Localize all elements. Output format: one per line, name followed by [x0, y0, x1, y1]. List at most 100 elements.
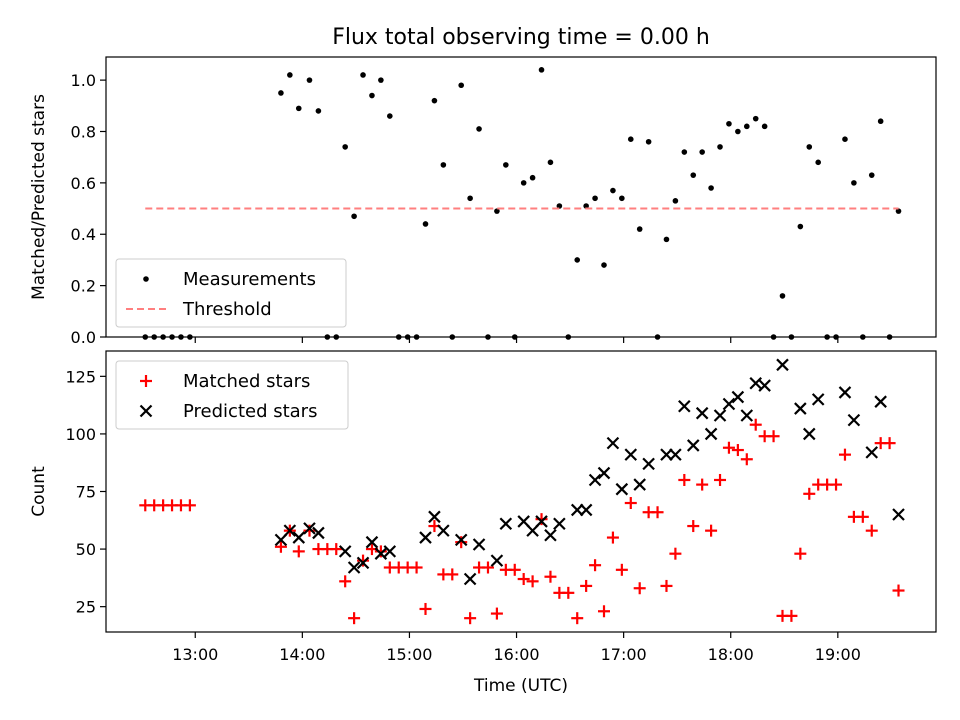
x-tick-label: 17:00 [601, 645, 647, 664]
predicted-star-point [383, 545, 397, 558]
matched-star-point [571, 612, 584, 625]
legend-matched-swatch [140, 375, 152, 387]
y-axis-label: Count [29, 466, 49, 517]
x-tick-label: 13:00 [172, 645, 218, 664]
measurement-point [306, 77, 313, 83]
measurement-point [458, 82, 465, 89]
matched-star-point [606, 531, 619, 544]
predicted-star-point [588, 473, 602, 487]
matched-star-point [303, 524, 316, 537]
y-tick-label: 0.4 [71, 225, 96, 244]
y-tick-label: 0.2 [71, 277, 96, 296]
measurement-point [574, 257, 581, 263]
matched-star-point [526, 575, 539, 588]
measurement-point [369, 92, 375, 99]
measurement-point [422, 221, 429, 227]
predicted-star-point [312, 526, 325, 540]
predicted-star-point [419, 531, 432, 544]
predicted-star-point [428, 510, 441, 524]
x-tick-label: 19:00 [815, 645, 861, 664]
measurement-point [342, 144, 348, 150]
legend-label: Predicted stars [183, 401, 317, 422]
matched-star-point [481, 561, 494, 574]
matched-star-point [598, 605, 610, 618]
predicted-star-point [794, 402, 807, 415]
predicted-star-point [695, 406, 709, 420]
predicted-star-point [642, 457, 655, 471]
measurement-point [851, 180, 857, 186]
measurement-point [761, 123, 768, 130]
matched-star-point [669, 547, 682, 560]
x-tick-label: 16:00 [493, 645, 539, 664]
matched-star-point [580, 579, 593, 592]
matched-star-point [535, 513, 548, 526]
measurement-point [529, 174, 536, 181]
predicted-star-point [758, 379, 771, 392]
predicted-star-point [624, 448, 638, 461]
predicted-star-point [838, 386, 852, 399]
measurement-point [815, 159, 821, 166]
axes-frame [105, 56, 937, 338]
matched-star-point [508, 563, 521, 576]
measurement-point [378, 77, 384, 83]
predicted-star-point [776, 358, 789, 372]
matched-star-point [892, 584, 905, 597]
predicted-star-point [490, 554, 504, 567]
measurement-point [610, 187, 616, 194]
measurement-point [895, 208, 902, 214]
measurement-point [538, 67, 545, 73]
matched-star-point [624, 497, 637, 510]
measurement-point [278, 90, 284, 96]
matched-star-point [490, 607, 503, 620]
measurement-point [842, 136, 848, 143]
predicted-star-point [686, 439, 700, 452]
matched-star-point [410, 561, 423, 574]
measurement-point [743, 123, 750, 130]
matched-star-point [455, 536, 468, 549]
legend-measurement-swatch [143, 276, 149, 282]
predicted-star-point [597, 466, 611, 480]
matched-star-point [633, 582, 646, 595]
legend-label: Measurements [183, 269, 316, 290]
series-matched-stars [139, 418, 905, 625]
y-tick-label: 0.6 [71, 174, 96, 193]
y-tick-label: 50 [76, 540, 96, 559]
matched-star-point [330, 543, 343, 556]
predicted-star-point [802, 427, 816, 441]
measurement-point [752, 115, 759, 122]
predicted-star-point [847, 413, 861, 427]
measurement-point [592, 195, 598, 202]
flux-ratio-panel: 0.0 0.2 0.4 0.6 0.8 1.0 Flux total observing t… [29, 25, 937, 347]
measurement-point [431, 97, 438, 104]
legend: Matched stars Predicted stars [115, 360, 349, 430]
predicted-star-point [865, 446, 879, 459]
matched-star-point [374, 545, 387, 558]
y-tick-label: 0.8 [71, 122, 96, 141]
matched-star-point [348, 612, 361, 625]
y-tick-label: 75 [76, 483, 96, 502]
predicted-star-point [615, 482, 629, 496]
measurement-point [440, 162, 447, 168]
matched-star-point [883, 437, 896, 450]
measurement-point [315, 108, 322, 114]
predicted-star-point [749, 376, 762, 390]
y-tick-label: 0.0 [71, 328, 96, 347]
matched-star-point [749, 418, 762, 431]
matched-star-point [794, 547, 807, 560]
matched-star-point [339, 575, 352, 588]
matched-star-point [830, 478, 843, 491]
measurement-point [547, 159, 554, 166]
matched-star-point [419, 602, 432, 615]
measurement-point [645, 138, 652, 145]
matched-star-point [803, 487, 816, 500]
measurement-point [601, 262, 607, 268]
predicted-star-point [713, 409, 727, 422]
legend-box [115, 360, 349, 430]
matched-star-point [722, 441, 735, 454]
predicted-star-point [454, 533, 468, 547]
x-axis-label: Time (UTC) [473, 676, 568, 696]
predicted-star-point [374, 547, 388, 560]
measurement-point [583, 203, 589, 209]
measurement-point [690, 172, 697, 178]
